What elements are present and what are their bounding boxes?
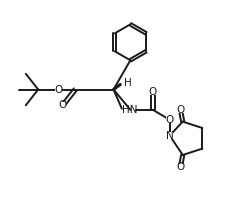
Text: O: O [176, 105, 185, 115]
Text: O: O [59, 100, 67, 110]
Text: H: H [124, 78, 132, 88]
FancyBboxPatch shape [167, 132, 173, 139]
Text: O: O [166, 115, 174, 125]
Text: HN: HN [122, 105, 138, 115]
Text: N: N [166, 131, 174, 141]
Text: O: O [54, 84, 63, 95]
FancyBboxPatch shape [177, 107, 184, 113]
FancyBboxPatch shape [55, 86, 62, 93]
FancyBboxPatch shape [166, 117, 173, 123]
Text: O: O [149, 87, 157, 97]
FancyBboxPatch shape [177, 164, 184, 170]
FancyBboxPatch shape [59, 102, 66, 108]
Text: O: O [176, 162, 185, 172]
FancyBboxPatch shape [149, 88, 156, 95]
